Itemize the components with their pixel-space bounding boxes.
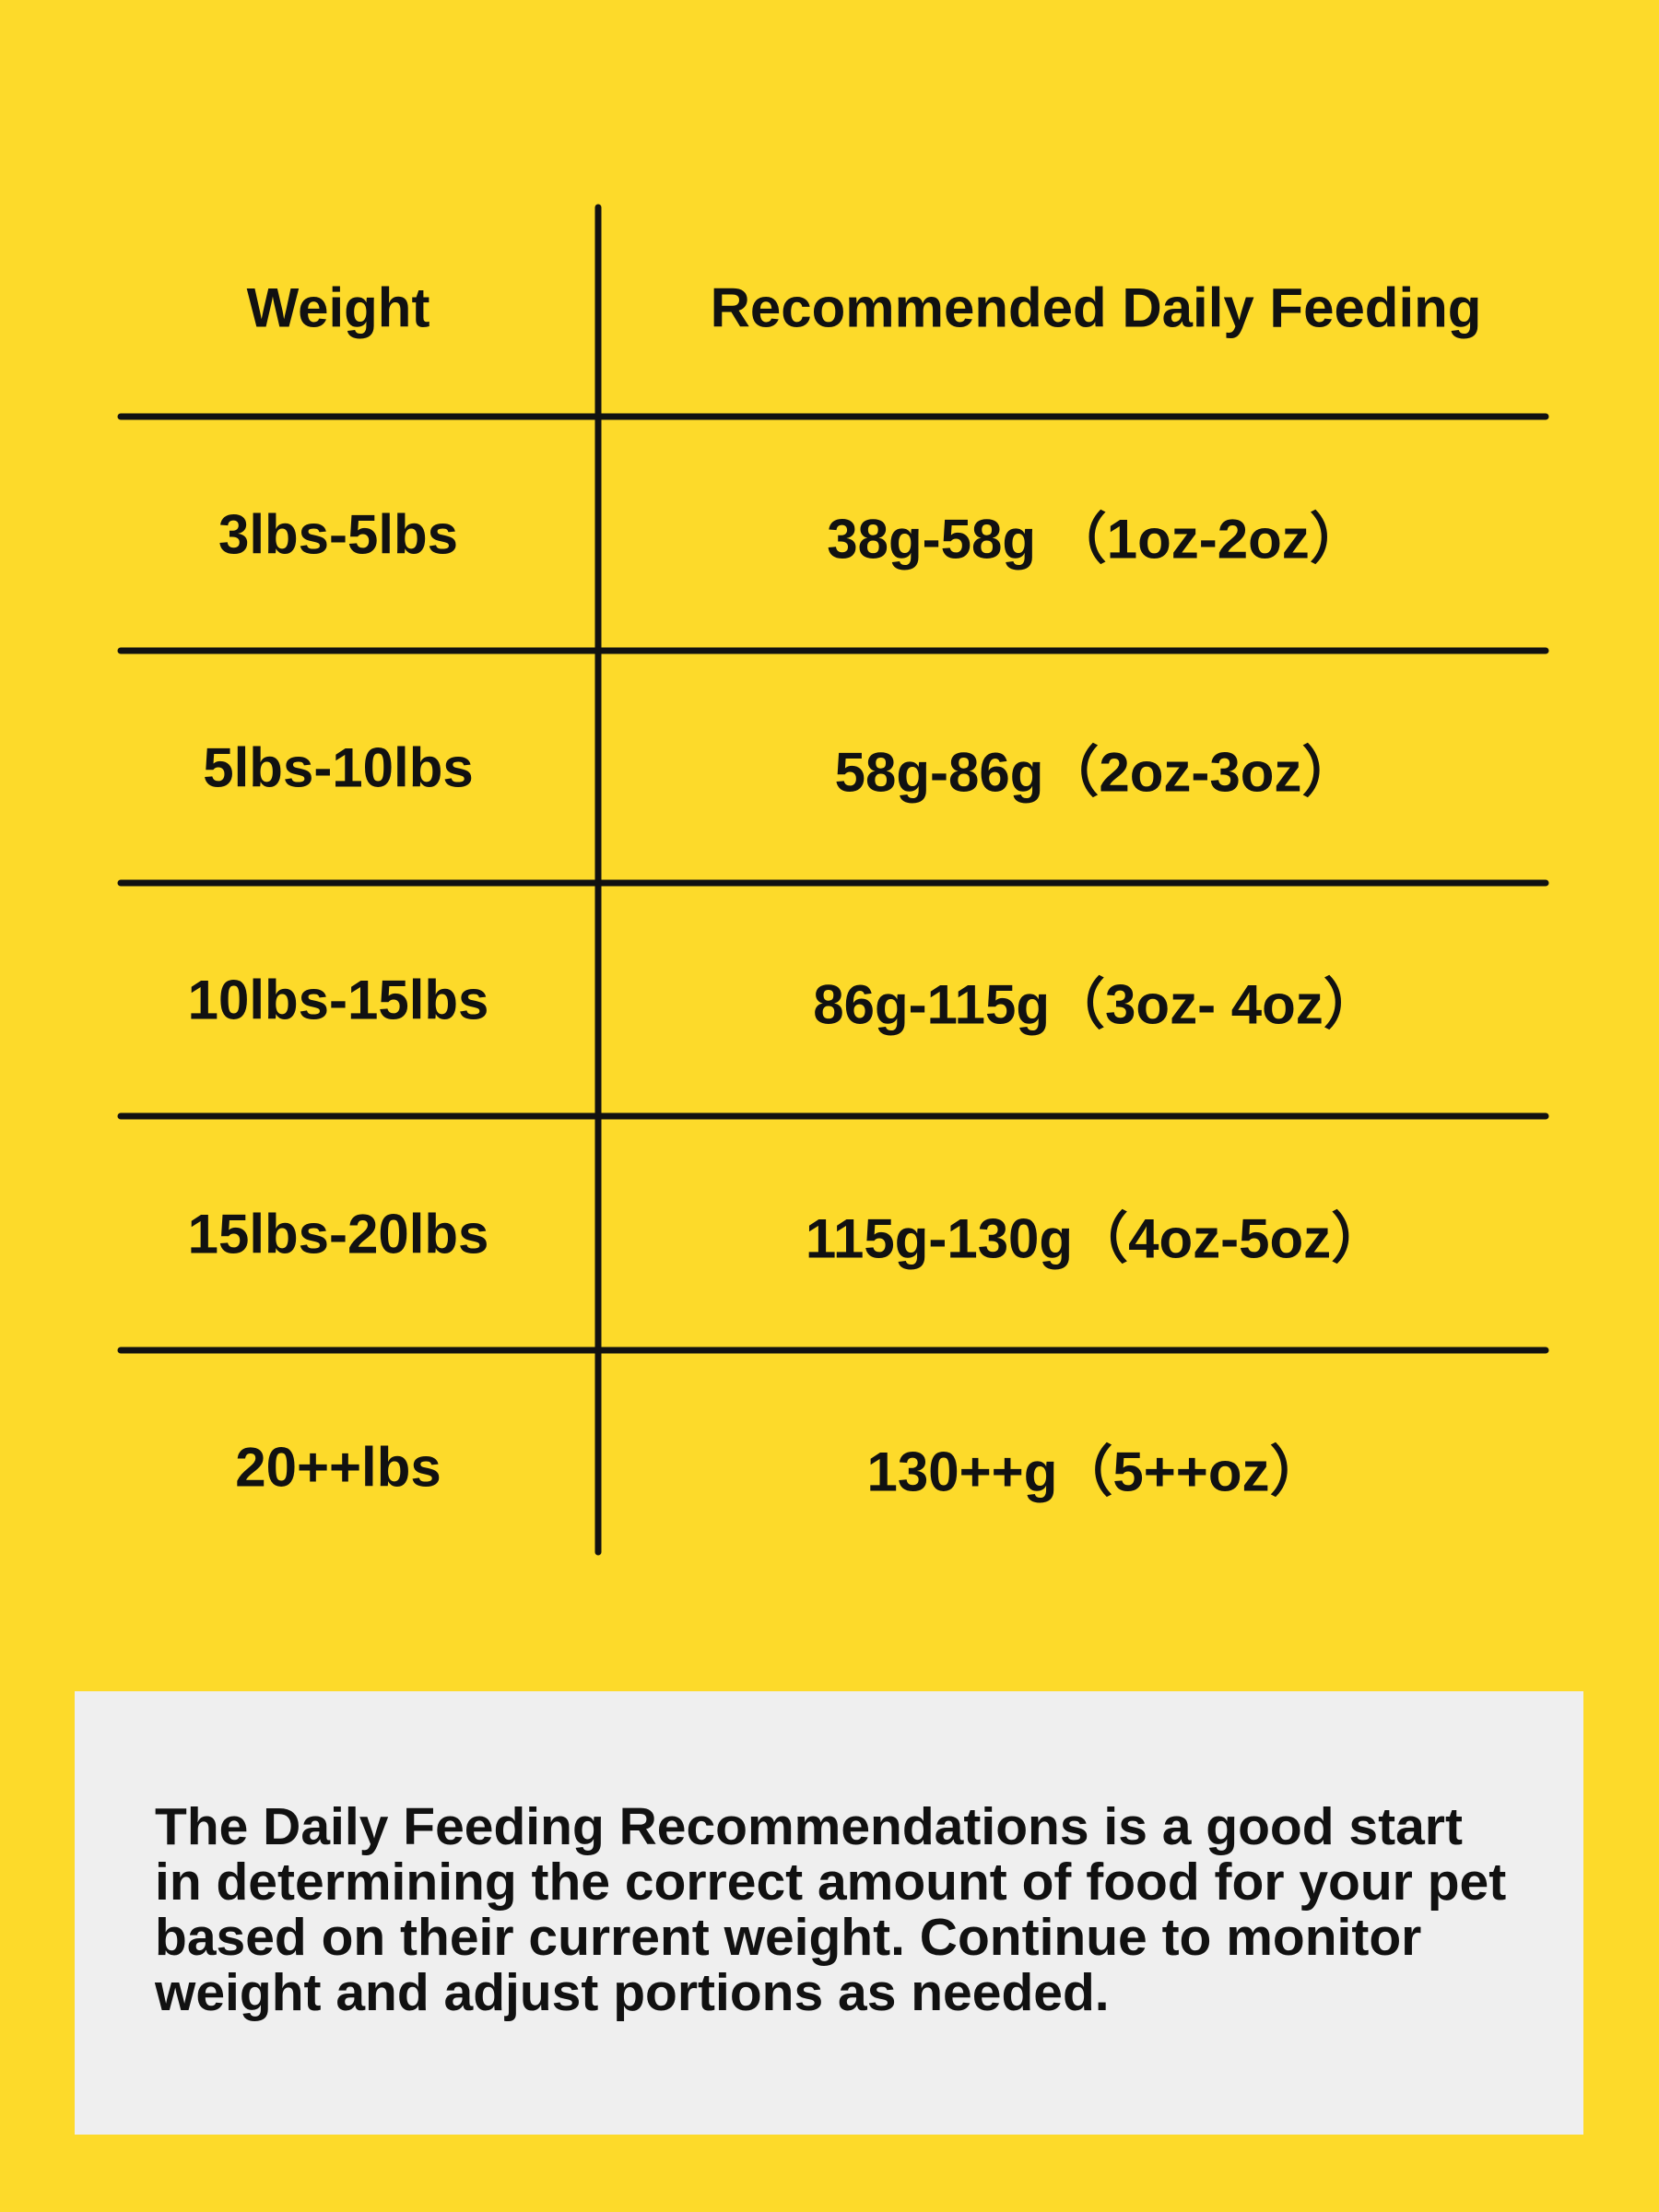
table-cell: 10lbs-15lbs (187, 969, 489, 1031)
table-cell: 3lbs-5lbs (218, 503, 459, 566)
table-cell: 58g-86g（2oz-3oz） (834, 741, 1358, 804)
table-cell: 130++g（5++oz） (866, 1441, 1325, 1503)
table-cell: 86g-115g（3oz- 4oz） (813, 973, 1379, 1036)
table-cell: 5lbs-10lbs (203, 736, 474, 799)
note-box: The Daily Feeding Recommendations is a g… (75, 1691, 1583, 2135)
note-line: The Daily Feeding Recommendations is a g… (155, 1797, 1463, 1856)
table-cell: 38g-58g （1oz-2oz） (827, 508, 1365, 571)
note-line: in determining the correct amount of foo… (155, 1853, 1507, 1912)
header-cell: Recommended Daily Feeding (710, 276, 1482, 339)
note-line: weight and adjust portions as needed. (155, 1963, 1110, 2022)
note-line: based on their current weight. Continue … (155, 1908, 1422, 1967)
table-cell: 20++lbs (235, 1436, 441, 1499)
table-cell: 115g-130g（4oz-5oz） (805, 1207, 1387, 1270)
table-cell: 15lbs-20lbs (187, 1203, 489, 1265)
header-cell: Weight (246, 276, 430, 339)
